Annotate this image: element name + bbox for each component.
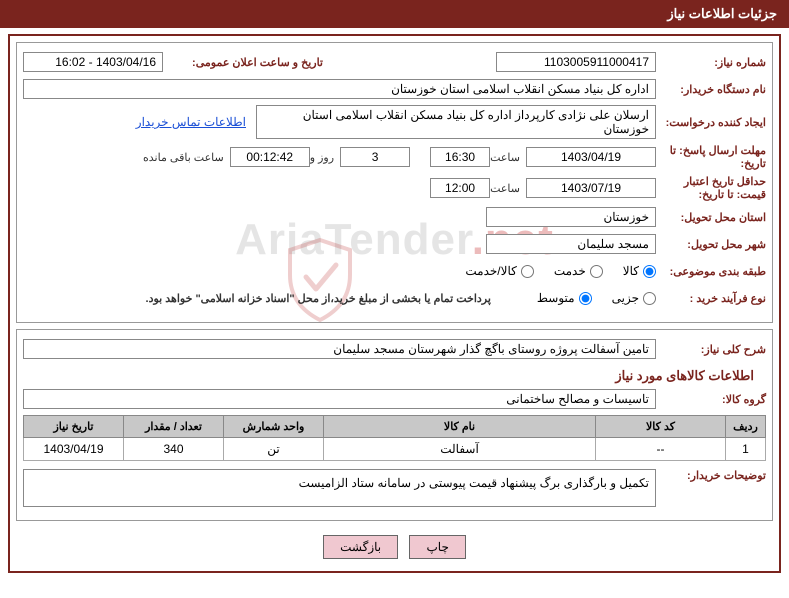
detail-section: شرح کلی نیاز: تامین آسفالت پروژه روستای … xyxy=(16,329,773,521)
announce-label: تاریخ و ساعت اعلان عمومی: xyxy=(163,56,323,69)
city-value: مسجد سلیمان xyxy=(486,234,656,254)
cell-unit: تن xyxy=(224,438,324,461)
table-row: 1 -- آسفالت تن 340 1403/04/19 xyxy=(24,438,766,461)
cell-row: 1 xyxy=(726,438,766,461)
city-label: شهر محل تحویل: xyxy=(656,238,766,251)
print-button[interactable]: چاپ xyxy=(409,535,465,559)
ptype-medium-radio[interactable]: متوسط xyxy=(537,291,592,305)
col-unit: واحد شمارش xyxy=(224,416,324,438)
payment-note: پرداخت تمام یا بخشی از مبلغ خرید،از محل … xyxy=(146,292,491,305)
category-service-text: خدمت xyxy=(554,264,586,278)
category-label: طبقه بندی موضوعی: xyxy=(656,265,766,278)
general-desc-value: تامین آسفالت پروژه روستای باگچ گذار شهرس… xyxy=(23,339,656,359)
need-no-value: 1103005911000417 xyxy=(496,52,656,72)
category-goods-text: کالا xyxy=(623,264,639,278)
requester-value: ارسلان علی نژادی کارپرداز اداره کل بنیاد… xyxy=(256,105,656,139)
remaining-time-value: 00:12:42 xyxy=(230,147,310,167)
deadline-label: مهلت ارسال پاسخ: تا تاریخ: xyxy=(656,144,766,170)
deadline-date-value: 1403/04/19 xyxy=(526,147,656,167)
col-code: کد کالا xyxy=(596,416,726,438)
goods-group-value: تاسیسات و مصالح ساختمانی xyxy=(23,389,656,409)
province-value: خوزستان xyxy=(486,207,656,227)
province-label: استان محل تحویل: xyxy=(656,211,766,224)
general-desc-label: شرح کلی نیاز: xyxy=(656,343,766,356)
hour-label-2: ساعت xyxy=(490,182,520,195)
remaining-days-value: 3 xyxy=(340,147,410,167)
main-panel: شماره نیاز: 1103005911000417 تاریخ و ساع… xyxy=(8,34,781,573)
category-goods-input[interactable] xyxy=(643,265,656,278)
days-and-label: روز و xyxy=(310,151,334,164)
items-header-row: ردیف کد کالا نام کالا واحد شمارش تعداد /… xyxy=(24,416,766,438)
goods-group-label: گروه کالا: xyxy=(656,393,766,406)
validity-time-value: 12:00 xyxy=(430,178,490,198)
col-qty: تعداد / مقدار xyxy=(124,416,224,438)
col-date: تاریخ نیاز xyxy=(24,416,124,438)
cell-qty: 340 xyxy=(124,438,224,461)
category-goods-radio[interactable]: کالا xyxy=(623,264,656,278)
category-goods-service-input[interactable] xyxy=(521,265,534,278)
requester-label: ایجاد کننده درخواست: xyxy=(656,116,766,129)
hour-label-1: ساعت xyxy=(490,151,520,164)
ptype-partial-input[interactable] xyxy=(643,292,656,305)
page-title: جزئیات اطلاعات نیاز xyxy=(0,0,789,28)
col-row: ردیف xyxy=(726,416,766,438)
buyer-notes-value: تکمیل و بارگذاری برگ پیشنهاد قیمت پیوستی… xyxy=(23,469,656,507)
remaining-label: ساعت باقی مانده xyxy=(143,151,224,164)
cell-name: آسفالت xyxy=(324,438,596,461)
ptype-partial-radio[interactable]: جزیی xyxy=(612,291,656,305)
category-service-input[interactable] xyxy=(590,265,603,278)
announce-value: 1403/04/16 - 16:02 xyxy=(23,52,163,72)
buyer-org-label: نام دستگاه خریدار: xyxy=(656,83,766,96)
need-no-label: شماره نیاز: xyxy=(656,56,766,69)
cell-code: -- xyxy=(596,438,726,461)
validity-label: حداقل تاریخ اعتبار قیمت: تا تاریخ: xyxy=(656,175,766,201)
validity-date-value: 1403/07/19 xyxy=(526,178,656,198)
back-button[interactable]: بازگشت xyxy=(323,535,398,559)
category-service-radio[interactable]: خدمت xyxy=(554,264,603,278)
button-bar: چاپ بازگشت xyxy=(10,527,779,571)
category-goods-service-radio[interactable]: کالا/خدمت xyxy=(465,264,533,278)
buyer-org-value: اداره کل بنیاد مسکن انقلاب اسلامی استان … xyxy=(23,79,656,99)
items-heading: اطلاعات کالاهای مورد نیاز xyxy=(23,368,754,384)
buyer-notes-label: توضیحات خریدار: xyxy=(656,469,766,482)
ptype-partial-text: جزیی xyxy=(612,291,639,305)
ptype-medium-input[interactable] xyxy=(579,292,592,305)
cell-date: 1403/04/19 xyxy=(24,438,124,461)
info-section: شماره نیاز: 1103005911000417 تاریخ و ساع… xyxy=(16,42,773,323)
buyer-contact-link[interactable]: اطلاعات تماس خریدار xyxy=(136,115,246,129)
purchase-type-label: نوع فرآیند خرید : xyxy=(656,292,766,305)
col-name: نام کالا xyxy=(324,416,596,438)
ptype-medium-text: متوسط xyxy=(537,291,575,305)
items-table: ردیف کد کالا نام کالا واحد شمارش تعداد /… xyxy=(23,415,766,461)
category-goods-service-text: کالا/خدمت xyxy=(465,264,516,278)
deadline-time-value: 16:30 xyxy=(430,147,490,167)
